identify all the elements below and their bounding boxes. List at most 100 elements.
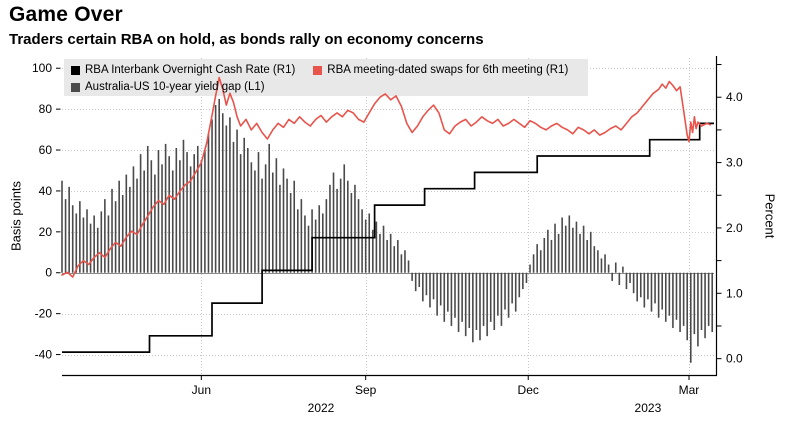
yield-gap-bar [425,272,428,296]
yield-gap-bar [89,223,92,273]
yield-gap-bar [229,117,231,273]
yield-gap-bar [589,231,592,273]
yield-gap-bar [114,201,117,273]
x-tick-label: Dec [518,383,539,397]
yield-gap-bar [111,188,113,273]
yield-gap-bar [336,188,338,273]
yield-gap-bar [86,209,88,273]
page-subtitle: Traders certain RBA on hold, as bonds ra… [9,31,484,48]
yield-gap-bar [514,272,517,312]
yield-gap-bar [439,272,442,306]
yield-gap-bar [296,209,299,273]
yield-gap-bar [68,186,70,273]
yield-gap-bar [404,250,406,273]
yield-gap-bar [82,217,85,273]
left-tick-label: 80 [39,102,53,116]
right-tick-label: 3.0 [726,156,743,170]
right-tick-label: 2.0 [726,221,743,235]
yield-gap-bar [672,272,674,328]
yield-gap-bar [611,272,613,281]
yield-gap-bar [543,237,546,273]
yield-gap-bar [75,213,78,273]
yield-gap-bar [539,250,542,273]
yield-gap-bar [400,254,403,273]
yield-gap-bar [586,240,588,273]
yield-gap-bar [96,227,99,273]
yield-gap-bar [93,215,95,273]
yield-gap-bar [422,272,424,302]
yield-gap-bar [682,272,685,326]
yield-gap-bar [164,143,167,273]
yield-gap-bar [293,180,296,273]
yield-gap-bar [271,172,274,273]
yield-gap-bar [429,272,431,308]
right-tick-label: 0.0 [726,352,743,366]
yield-gap-bar [443,272,446,322]
yield-gap-bar [675,272,678,320]
yield-gap-bar [564,225,567,273]
yield-gap-bar [221,113,224,273]
yield-gap-bar [146,145,149,273]
yield-gap-bar [632,272,635,294]
left-tick-label: -20 [35,307,53,321]
yield-gap-bar [475,272,478,330]
left-tick-label: -40 [35,348,53,362]
yield-gap-bar [107,215,110,273]
yield-gap-bar [182,139,185,273]
yield-gap-bar [454,272,456,318]
yield-gap-bar [64,199,67,273]
yield-gap-bar [257,152,260,273]
yield-gap-bar [397,240,399,273]
yield-gap-bar [407,260,410,273]
yield-gap-bar [704,272,706,339]
yield-gap-bar [697,272,699,347]
yield-gap-bar [343,164,346,273]
yield-gap-bar [225,125,228,273]
yield-gap-bar [389,233,392,273]
yield-gap-bar [382,225,385,273]
yield-gap-bar [214,105,217,273]
yield-gap-bar [350,192,353,273]
yield-gap-bar [607,264,610,273]
yield-gap-bar [522,272,524,290]
yield-gap-bar [304,215,306,273]
yield-gap-bar [339,178,342,273]
yield-gap-bar [664,272,667,322]
yield-gap-bar [572,227,574,273]
yield-gap-bar [361,209,363,273]
yield-gap-bar [550,240,553,273]
yield-gap-bar [622,266,624,273]
yield-gap-bar [193,154,195,273]
yield-gap-bar [118,180,120,273]
yield-gap-bar [597,250,599,273]
yield-gap-bar [136,178,138,273]
yield-gap-bar [186,152,188,273]
yield-gap-bar [504,272,506,310]
right-tick-label: 4.0 [726,90,743,104]
left-axis-title: Basis points [8,180,24,252]
yield-gap-bar [711,272,714,333]
yield-gap-bar [318,205,321,273]
yield-gap-bar [547,229,549,273]
yield-gap-bar [261,178,263,273]
yield-gap-bar [647,272,649,300]
yield-gap-bar [379,233,381,273]
right-axis-title: Percent [762,193,778,239]
yield-gap-bar [579,233,581,273]
left-tick-label: 20 [39,225,53,239]
yield-gap-bar [79,201,81,273]
yield-gap-bar [554,223,556,273]
x-tick-label: Sep [355,383,377,397]
yield-gap-bar [493,272,496,330]
yield-gap-bar [196,145,199,273]
yield-gap-bar [450,272,453,326]
yield-gap-bar [179,160,181,273]
yield-gap-bar [129,186,131,273]
yield-gap-bar [204,150,206,273]
yield-gap-bar [661,272,663,310]
yield-gap-bar [461,272,463,322]
yield-gap-bar [347,180,349,273]
yield-gap-bar [636,272,638,302]
yield-gap-bar [100,211,103,273]
